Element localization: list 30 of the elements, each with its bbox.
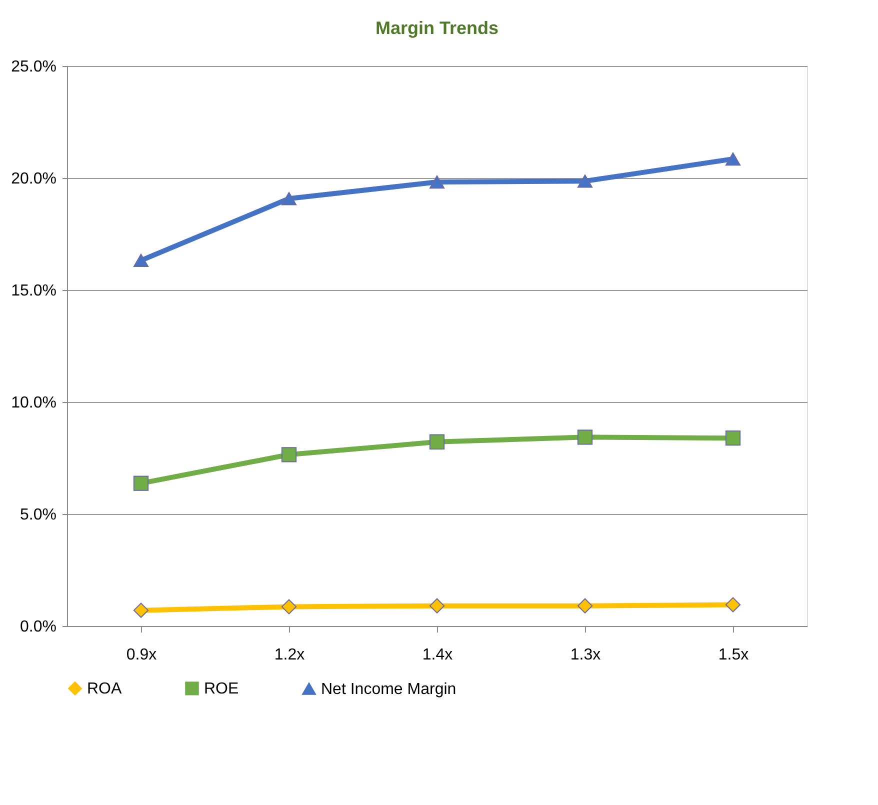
legend-label: ROE bbox=[204, 680, 239, 698]
point bbox=[429, 434, 445, 450]
y-tick-label: 20.0% bbox=[11, 170, 56, 188]
y-tick-label: 10.0% bbox=[11, 394, 56, 412]
x-tick-label: 1.4x bbox=[422, 646, 453, 664]
y-tick-label: 15.0% bbox=[11, 282, 56, 300]
legend-label: Net Income Margin bbox=[321, 680, 456, 698]
point bbox=[133, 254, 149, 268]
legend-label: ROA bbox=[87, 680, 122, 698]
x-tick-label: 0.9x bbox=[126, 646, 157, 664]
x-tick-label: 1.3x bbox=[570, 646, 601, 664]
point bbox=[577, 174, 593, 188]
point bbox=[577, 598, 593, 614]
chart-title: Margin Trends bbox=[375, 18, 499, 38]
x-tick-label: 1.5x bbox=[718, 646, 749, 664]
point bbox=[281, 599, 297, 614]
y-tick-label: 5.0% bbox=[20, 506, 56, 524]
point bbox=[429, 598, 445, 614]
point bbox=[281, 192, 297, 206]
y-tick-label: 0.0% bbox=[20, 618, 56, 636]
point bbox=[281, 447, 297, 462]
point bbox=[133, 602, 149, 618]
point bbox=[577, 430, 593, 445]
y-tick-label: 25.0% bbox=[11, 58, 56, 76]
x-tick-label: 1.2x bbox=[274, 646, 305, 664]
point bbox=[725, 430, 741, 446]
point bbox=[725, 152, 741, 166]
point bbox=[725, 597, 741, 612]
point bbox=[133, 476, 149, 491]
point bbox=[429, 175, 445, 189]
